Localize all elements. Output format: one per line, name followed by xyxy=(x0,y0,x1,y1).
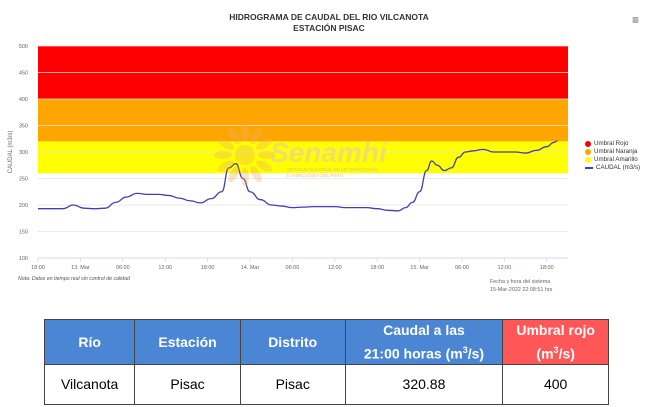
chart-title-line1: HIDROGRAMA DE CAUDAL DEL RIO VILCANOTA xyxy=(229,12,429,22)
x-tick-label: 12:00 xyxy=(158,265,172,271)
x-tick-label: 13. Mar xyxy=(71,265,90,271)
watermark-sub-line2: E HIDROLOGÍA DEL PERÚ xyxy=(287,173,343,178)
legend-label: Umbral Amarillo xyxy=(594,156,638,163)
table-header-row: Río Estación Distrito Caudal a las 21:00… xyxy=(43,319,609,365)
legend-label: Umbral Rojo xyxy=(594,140,629,147)
header-umbral-rojo: Umbral rojo (m3/s) xyxy=(502,319,609,365)
x-tick-label: 06:00 xyxy=(116,265,130,271)
x-tick-label: 06:00 xyxy=(286,265,300,271)
x-tick-label: 18:00 xyxy=(31,265,45,271)
y-tick-label: 500 xyxy=(19,44,28,50)
threshold-bands xyxy=(38,46,568,174)
data-note: Nota: Datos en tiempo real sin control d… xyxy=(18,276,130,282)
x-tick-label: 18:00 xyxy=(370,265,384,271)
watermark-brand: Senamhi xyxy=(270,137,387,168)
sun-ray xyxy=(241,124,249,142)
legend-line-icon xyxy=(585,167,593,169)
header-rio: Río xyxy=(43,319,136,365)
y-tick-label: 150 xyxy=(19,230,28,236)
x-tick-label: 06:00 xyxy=(455,265,469,271)
legend-dot-icon xyxy=(585,157,591,163)
header-caudal-line1: Caudal a las xyxy=(383,322,465,338)
series-line-caudal xyxy=(37,140,558,212)
sun-ray xyxy=(217,138,234,150)
header-umbral-line2b: /s) xyxy=(558,345,575,362)
sun-ray xyxy=(256,138,273,150)
cell-estacion: Pisac xyxy=(134,363,241,405)
sun-ray xyxy=(228,127,240,144)
sun-ray xyxy=(217,160,234,172)
chart-title: HIDROGRAMA DE CAUDAL DEL RIO VILCANOTA E… xyxy=(0,12,658,34)
y-tick-label: 200 xyxy=(19,203,28,209)
series-layer xyxy=(37,140,558,212)
cell-distrito: Pisac xyxy=(239,363,346,405)
timestamp-label: Fecha y hora del sistema xyxy=(490,279,551,285)
legend-item-naranja[interactable]: Umbral Naranja xyxy=(585,148,640,156)
legend-label: Umbral Naranja xyxy=(594,148,638,155)
x-tick-label: 15. Mar xyxy=(410,265,429,271)
y-tick-label: 400 xyxy=(19,97,28,103)
legend-label: CAUDAL (m3/s) xyxy=(596,164,641,171)
chart-legend: Umbral Rojo Umbral Naranja Umbral Amaril… xyxy=(585,140,640,172)
x-tick-label: 14. Mar xyxy=(241,265,260,271)
senamhi-sun-logo-icon xyxy=(214,124,276,186)
chart-subtitle: ESTACIÓN PISAC xyxy=(293,23,365,33)
band-umbral-naranja xyxy=(38,99,568,142)
y-axis-ticks: 100 150 200 250 300 350 400 450 500 xyxy=(19,44,28,262)
sun-ray xyxy=(241,168,249,186)
y-tick-label: 250 xyxy=(19,177,28,183)
header-umbral-line1: Umbral rojo xyxy=(516,322,595,338)
legend-dot-icon xyxy=(585,141,591,147)
sun-ray xyxy=(258,151,276,159)
header-estacion: Estación xyxy=(134,319,241,365)
y-axis-label: CAUDAL (m3/s) xyxy=(8,131,14,174)
x-axis-ticks: 18:00 13. Mar 06:00 12:00 18:00 14. Mar 06:00 1… xyxy=(31,257,568,271)
cell-rio: Vilcanota xyxy=(43,363,136,405)
y-tick-label: 350 xyxy=(19,124,28,130)
x-tick-label: 12:00 xyxy=(498,265,512,271)
sun-ray xyxy=(250,127,262,144)
x-tick-label: 18:00 xyxy=(201,265,215,271)
legend-dot-icon xyxy=(585,149,591,155)
cell-umbral-rojo: 400 xyxy=(502,363,609,405)
watermark-sub-line1: SERVICIO NACIONAL DE METEOROLOGÍA xyxy=(287,167,378,172)
y-tick-label: 450 xyxy=(19,71,28,77)
sun-ray xyxy=(250,166,262,183)
system-timestamp: Fecha y hora del sistema 15-Mar-2022 22:… xyxy=(490,278,552,294)
sun-ray xyxy=(256,160,273,172)
band-umbral-amarillo xyxy=(38,141,568,174)
legend-item-rojo[interactable]: Umbral Rojo xyxy=(585,140,640,148)
sun-ray xyxy=(214,151,232,159)
legend-item-caudal[interactable]: CAUDAL (m3/s) xyxy=(585,164,640,172)
legend-item-amarillo[interactable]: Umbral Amarillo xyxy=(585,156,640,164)
x-tick-label: 12:00 xyxy=(328,265,342,271)
y-tick-label: 300 xyxy=(19,150,28,156)
header-caudal-line2b: /s) xyxy=(467,345,485,362)
timestamp-value: 15-Mar-2022 22:08:51 hrs xyxy=(490,287,553,293)
header-umbral-line2a: (m xyxy=(536,345,554,362)
watermark-subtitle: SERVICIO NACIONAL DE METEOROLOGÍA E HIDR… xyxy=(287,167,378,179)
station-info-table: Río Estación Distrito Caudal a las 21:00… xyxy=(43,319,609,405)
x-tick-label: 18:00 xyxy=(540,265,554,271)
header-distrito: Distrito xyxy=(239,319,346,365)
y-tick-label: 100 xyxy=(19,256,28,262)
header-caudal-line2a: 21:00 horas (m xyxy=(363,345,463,362)
hamburger-menu-icon[interactable]: ≡ xyxy=(632,13,640,27)
sun-ray xyxy=(228,166,240,183)
header-caudal: Caudal a las 21:00 horas (m3/s) xyxy=(344,319,504,365)
cell-caudal: 320.88 xyxy=(344,363,504,405)
hydrograph-chart: 100 150 200 250 300 350 400 450 500 18:00 13. Mar… xyxy=(8,44,568,271)
table-row: Vilcanota Pisac Pisac 320.88 400 xyxy=(43,363,609,405)
